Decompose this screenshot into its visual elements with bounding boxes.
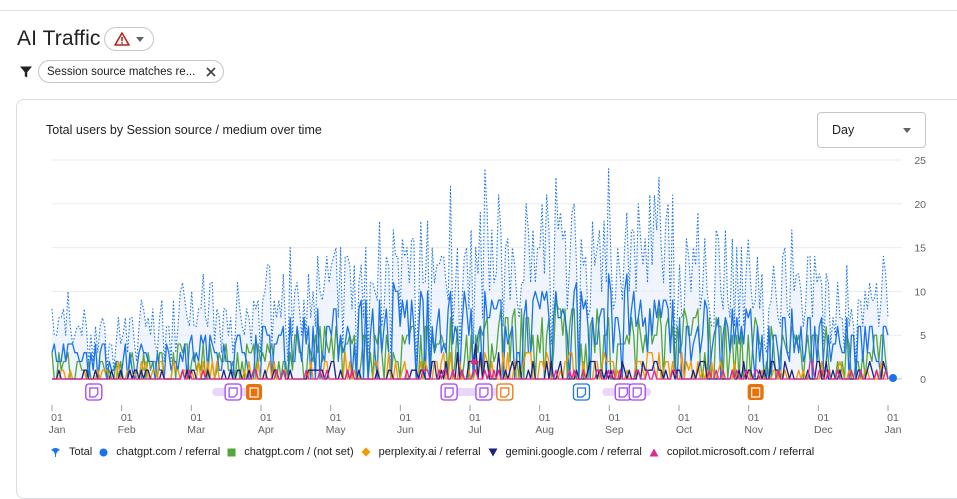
legend-label: chatgpt.com / referral: [116, 446, 221, 458]
chart-title: Total users by Session source / medium o…: [46, 123, 322, 137]
circle-icon: [99, 448, 112, 457]
legend-label: Total: [69, 446, 93, 458]
legend-item[interactable]: perplexity.ai / referral: [361, 446, 481, 458]
legend-item[interactable]: gemini.google.com / referral: [488, 446, 642, 458]
filter-chip-label: Session source matches re...: [47, 65, 196, 78]
square-icon: [227, 448, 240, 457]
granularity-value: Day: [832, 123, 855, 137]
pin-icon: [50, 447, 65, 458]
legend-item[interactable]: copilot.microsoft.com / referral: [649, 446, 814, 458]
legend-label: copilot.microsoft.com / referral: [666, 446, 815, 458]
warning-icon: [114, 32, 131, 46]
diamond-icon: [361, 447, 375, 457]
filter-chip[interactable]: Session source matches re...: [38, 60, 225, 83]
granularity-select[interactable]: Day: [817, 112, 926, 148]
triangle-down-icon: [488, 448, 502, 457]
legend-label: perplexity.ai / referral: [378, 446, 481, 458]
triangle-up-icon: [649, 448, 663, 457]
legend-item[interactable]: Total: [50, 446, 92, 458]
page-header: AI Traffic: [17, 27, 155, 51]
warning-dropdown-button[interactable]: [104, 27, 155, 51]
legend-label: gemini.google.com / referral: [505, 446, 642, 458]
chevron-down-icon: [903, 127, 911, 133]
close-icon[interactable]: [205, 66, 217, 78]
filter-icon[interactable]: [19, 65, 33, 79]
legend-item[interactable]: chatgpt.com / referral: [99, 446, 220, 458]
chart-card: [16, 99, 957, 499]
legend-item[interactable]: chatgpt.com / (not set): [227, 446, 354, 458]
page-title: AI Traffic: [17, 27, 101, 50]
filter-bar: Session source matches re...: [19, 60, 225, 83]
chevron-down-icon: [136, 36, 145, 42]
top-divider: [0, 10, 957, 11]
legend-label: chatgpt.com / (not set): [244, 446, 354, 458]
chart-legend: Total chatgpt.com / referral chatgpt.com /…: [50, 446, 821, 458]
